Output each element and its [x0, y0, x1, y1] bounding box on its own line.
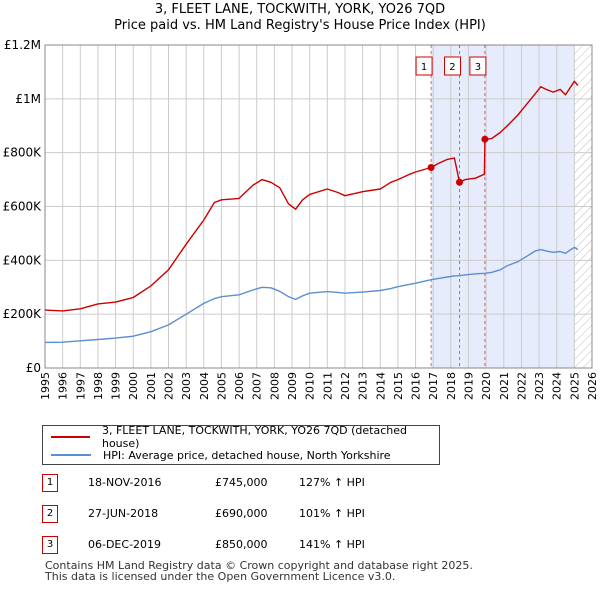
x-tick-label: 2004	[198, 372, 211, 400]
y-tick-label: £600K	[3, 200, 43, 214]
x-tick-label: 2016	[410, 372, 423, 400]
transaction-price: £745,000	[215, 476, 268, 489]
transaction-hpi: 101% ↑ HPI	[299, 507, 365, 520]
y-tick-label: £800K	[3, 146, 43, 160]
x-tick-label: 1998	[92, 372, 105, 400]
x-tick-label: 2001	[145, 372, 158, 400]
x-tick-label: 2022	[515, 372, 528, 400]
x-tick-label: 2012	[339, 372, 352, 400]
transaction-price: £850,000	[215, 538, 268, 551]
x-tick-label: 2009	[286, 372, 299, 400]
y-tick-label: £1M	[15, 92, 41, 106]
y-tick-label: £200K	[3, 307, 43, 321]
x-tick-label: 2019	[462, 372, 475, 400]
x-tick-label: 2010	[304, 372, 317, 400]
sale-marker-badge	[415, 56, 433, 76]
y-tick-label: £0	[26, 361, 41, 375]
legend-label-property: 3, FLEET LANE, TOCKWITH, YORK, YO26 7QD …	[101, 424, 407, 450]
x-tick-label: 2021	[498, 372, 511, 400]
sale-marker-badge	[469, 56, 487, 76]
y-tick-label: £400K	[3, 253, 43, 267]
x-tick-label: 1999	[110, 372, 123, 400]
y-tick-label: £1.2M	[4, 38, 41, 52]
transaction-hpi: 141% ↑ HPI	[299, 538, 365, 551]
transaction-badge: 1	[42, 474, 58, 492]
sale-marker-badge	[443, 56, 461, 76]
sale-point	[481, 135, 489, 143]
x-tick-label: 2018	[445, 372, 458, 400]
x-tick-label: 2000	[127, 372, 140, 400]
x-tick-label: 2020	[480, 372, 493, 400]
legend-swatch-property	[51, 436, 90, 438]
sale-marker-label: 3	[475, 62, 481, 73]
x-tick-label: 1995	[39, 372, 52, 400]
legend-swatch-hpi	[51, 454, 91, 456]
sale-point	[427, 163, 435, 171]
plot-border	[44, 44, 593, 369]
transaction-price: £690,000	[215, 507, 268, 520]
price-chart: £0 £200K £400K £600K £800K £1M £1.2M 1995 1996 19…	[3, 38, 599, 400]
legend-label-hpi: HPI: Average price, detached house, Nort…	[103, 448, 391, 462]
x-tick-label: 2002	[163, 372, 176, 400]
x-tick-label: 2024	[551, 372, 564, 400]
legend-item-hpi: HPI: Average price, detached house, Nort…	[51, 446, 391, 464]
x-tick-label: 2013	[357, 372, 370, 400]
x-tick-label: 2017	[427, 372, 440, 400]
chart-title-address: 3, FLEET LANE, TOCKWITH, YORK, YO26 7QD	[154, 2, 446, 17]
transaction-hpi: 127% ↑ HPI	[299, 476, 365, 489]
x-tick-label: 2006	[233, 372, 246, 400]
x-tick-label: 2008	[268, 372, 281, 400]
property-price-line	[44, 80, 579, 312]
x-tick-label: 2003	[180, 372, 193, 400]
x-tick-label: 2023	[533, 372, 546, 400]
chart-legend: 3, FLEET LANE, TOCKWITH, YORK, YO26 7QD …	[42, 424, 440, 465]
footer-line-1: Contains HM Land Registry data © Crown c…	[45, 559, 473, 572]
x-tick-label: 2007	[251, 372, 264, 400]
chart-title-subtitle: Price paid vs. HM Land Registry's House …	[114, 18, 486, 33]
transaction-date: 27-JUN-2018	[88, 507, 159, 520]
sale-marker-label: 2	[449, 62, 455, 73]
x-tick-label: 1997	[74, 372, 87, 400]
sale-point	[455, 178, 463, 186]
footer-copyright: Contains HM Land Registry data © Crown c…	[45, 560, 473, 582]
transaction-date: 18-NOV-2016	[88, 476, 162, 489]
x-tick-label: 2015	[392, 372, 405, 400]
footer-line-2: This data is licensed under the Open Gov…	[45, 570, 396, 583]
x-tick-label: 2025	[568, 372, 581, 400]
transaction-badge: 3	[42, 536, 58, 554]
hpi-line	[44, 246, 579, 344]
sale-marker-label: 1	[421, 62, 427, 73]
x-tick-label: 2026	[586, 372, 599, 400]
transaction-date: 06-DEC-2019	[88, 538, 162, 551]
x-tick-label: 2011	[321, 372, 334, 400]
x-tick-label: 2005	[215, 372, 228, 400]
x-tick-label: 1996	[57, 372, 70, 400]
transaction-badge: 2	[42, 505, 58, 523]
x-tick-label: 2014	[374, 372, 387, 400]
legend-item-property: 3, FLEET LANE, TOCKWITH, YORK, YO26 7QD …	[51, 424, 439, 450]
